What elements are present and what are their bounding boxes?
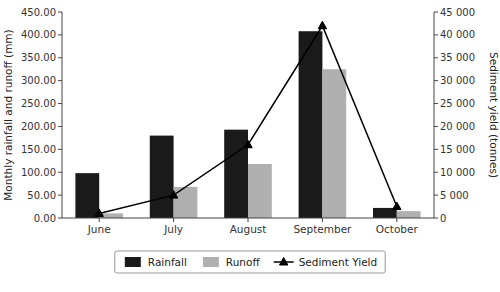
tick xyxy=(58,80,62,81)
tick xyxy=(58,126,62,127)
line xyxy=(99,26,397,214)
legend-item: Sediment Yield xyxy=(274,256,378,268)
legend-swatch xyxy=(125,257,141,267)
tick xyxy=(434,126,438,127)
category-label: July xyxy=(163,223,183,235)
bar xyxy=(224,130,248,218)
y2-axis-line xyxy=(434,12,435,218)
marker xyxy=(244,140,252,148)
tick-label: 300.00 xyxy=(21,75,56,86)
tick-label: 200.00 xyxy=(21,121,56,132)
tick xyxy=(434,195,438,196)
category-label: August xyxy=(230,223,267,235)
tick xyxy=(58,218,62,219)
tick-label: 400.00 xyxy=(21,29,56,40)
y2-axis-label: Sediment yield (tonnes) xyxy=(488,52,500,178)
legend-item: Runoff xyxy=(203,256,261,268)
legend-frame xyxy=(115,251,385,273)
tick-label: 100.00 xyxy=(21,167,56,178)
tick-label: 0.00 xyxy=(34,213,56,224)
tick-label: 150.00 xyxy=(21,144,56,155)
tick xyxy=(434,172,438,173)
legend-label: Runoff xyxy=(226,256,261,268)
tick xyxy=(434,218,438,219)
legend-swatch xyxy=(203,257,219,267)
bar xyxy=(322,69,346,218)
bar xyxy=(150,136,174,218)
legend-label: Rainfall xyxy=(148,256,187,268)
tick-label: 35 000 xyxy=(440,52,475,63)
plot-area xyxy=(75,21,420,218)
y-axis-line xyxy=(62,12,63,218)
tick-label: 25 000 xyxy=(440,98,475,109)
category-label: June xyxy=(87,223,111,235)
bar xyxy=(75,173,99,218)
bar xyxy=(397,211,421,218)
tick-label: 250.00 xyxy=(21,98,56,109)
tick-label: 0 xyxy=(440,213,446,224)
marker xyxy=(393,202,401,210)
tick-label: 45 000 xyxy=(440,7,475,18)
tick-label: 15 000 xyxy=(440,144,475,155)
tick xyxy=(58,103,62,104)
marker xyxy=(169,191,177,199)
legend-item: Rainfall xyxy=(125,256,187,268)
tick xyxy=(173,218,174,222)
tick xyxy=(396,218,397,222)
tick-label: 40 000 xyxy=(440,29,475,40)
tick-label: 50.00 xyxy=(27,190,56,201)
marker xyxy=(95,209,103,217)
tick-label: 30 000 xyxy=(440,75,475,86)
tick-label: 350.00 xyxy=(21,52,56,63)
tick xyxy=(322,218,323,222)
y-axis-label: Monthly rainfall and runoff (mm) xyxy=(2,29,14,200)
tick xyxy=(434,12,438,13)
tick xyxy=(58,195,62,196)
tick xyxy=(58,172,62,173)
tick xyxy=(434,57,438,58)
category-label: October xyxy=(376,223,419,235)
tick xyxy=(434,149,438,150)
tick xyxy=(248,218,249,222)
tick xyxy=(58,57,62,58)
tick xyxy=(99,218,100,222)
chart: 0.00 50.00 100.00 150.00 200.00 250.00 300.00 3… xyxy=(0,0,500,292)
bar xyxy=(174,187,198,218)
tick xyxy=(434,103,438,104)
tick xyxy=(434,34,438,35)
tick xyxy=(58,12,62,13)
tick xyxy=(434,80,438,81)
legend-swatch xyxy=(279,258,287,266)
tick-label: 20 000 xyxy=(440,121,475,132)
tick-label: 10 000 xyxy=(440,167,475,178)
tick xyxy=(58,149,62,150)
tick xyxy=(58,34,62,35)
marker xyxy=(318,21,326,29)
legend-label: Sediment Yield xyxy=(299,256,378,268)
tick-label: 5 000 xyxy=(440,190,469,201)
tick-label: 450.00 xyxy=(21,7,56,18)
bar xyxy=(248,164,272,218)
legend: Rainfall Runoff Sediment Yield xyxy=(115,251,385,273)
category-label: September xyxy=(293,223,352,235)
